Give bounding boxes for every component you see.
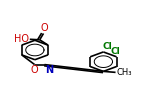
Text: Cl: Cl [111,47,121,56]
Text: O: O [30,65,38,75]
Text: CH₃: CH₃ [116,68,132,77]
Text: HO: HO [14,34,29,44]
Text: Cl: Cl [102,42,112,51]
Text: O: O [40,23,48,33]
Text: N: N [45,65,53,75]
